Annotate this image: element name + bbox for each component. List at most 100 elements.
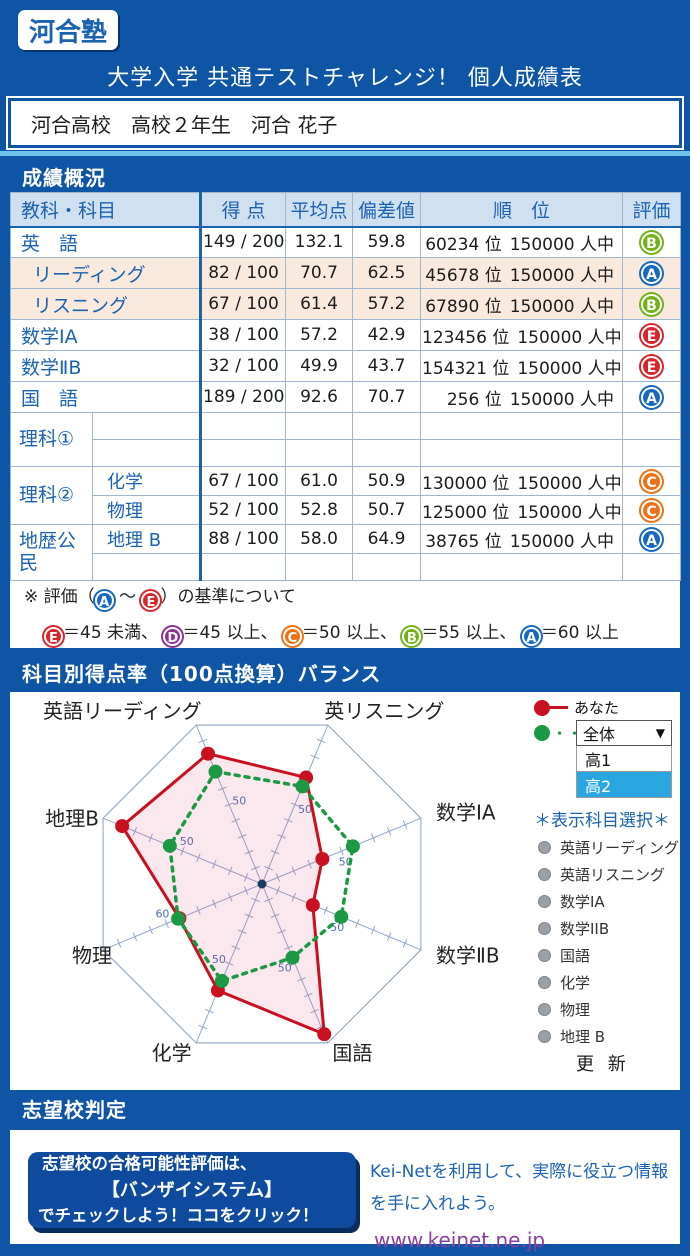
radar-axis-label: 国語 (332, 1041, 372, 1065)
student-info-bar: 河合高校 高校２年生 河合 花子 (6, 96, 684, 150)
subject-radio-化学[interactable]: 化学 (538, 969, 679, 996)
rank-cell (420, 412, 624, 440)
grade-badge-A: A (641, 262, 663, 284)
table-row (11, 439, 682, 467)
grade-badge-A: A (521, 627, 541, 646)
average-cell (285, 412, 354, 440)
subject-radio-英語リーディング[interactable]: 英語リーディング (538, 834, 679, 861)
average-cell (285, 553, 354, 581)
col-subject: 教科・科目 (9, 192, 203, 228)
col-average: 平均点 (285, 192, 354, 228)
score-cell: 38 / 100 (200, 319, 287, 351)
score-cell: 67 / 100 (200, 288, 287, 320)
deviation-cell: 59.8 (352, 226, 422, 258)
grade-criteria-line: E ＝45 未満、 D ＝45 以上、 C ＝50 以上、 B ＝55 以上、 A ＝60… (44, 618, 619, 646)
promo-line2: を手に入れよう。 (370, 1194, 505, 1215)
score-cell: 88 / 100 (200, 524, 287, 554)
subject-radio-物理[interactable]: 物理 (538, 996, 679, 1023)
radar-axis-label: 物理 (72, 943, 112, 967)
deviation-cell: 62.5 (352, 257, 422, 289)
subject-cell: 数学ⅡB (9, 350, 203, 382)
subject-cell: 化学 (91, 466, 203, 496)
rank-cell: 154321 位 150000 人中 (420, 350, 624, 382)
you-line-icon (546, 706, 568, 709)
deviation-cell (352, 412, 422, 440)
average-cell: 57.2 (285, 319, 354, 351)
rank-cell: 130000 位 150000 人中 (420, 466, 624, 496)
grade-badge-A: A (641, 528, 663, 550)
update-button[interactable]: 更 新 (576, 1054, 630, 1075)
rank-cell (420, 553, 624, 581)
subject-radio-数学IA[interactable]: 数学IA (538, 888, 679, 915)
subject-cell: 数学ⅠA (9, 319, 203, 351)
subject-radio-数学IIB[interactable]: 数学IIB (538, 915, 679, 942)
overall-dropdown-value: 全体 (583, 725, 616, 744)
deviation-cell: 50.7 (352, 495, 422, 525)
criteria-text: ＝55 以上、 (421, 623, 517, 643)
svg-text:50: 50 (232, 794, 246, 807)
col-score: 得 点 (200, 192, 287, 228)
table-row (11, 553, 682, 581)
rank-cell: 67890 位 150000 人中 (420, 288, 624, 320)
radio-icon (538, 895, 551, 908)
grade-badge-E: E (641, 324, 663, 346)
deviation-cell: 70.7 (352, 381, 422, 413)
subject-cell: 物理 (91, 495, 203, 525)
dropdown-option-高2[interactable]: 高2 (576, 772, 672, 798)
grade-cell: E (622, 319, 682, 351)
grade-badge-B: B (402, 627, 422, 646)
subject-radio-国語[interactable]: 国語 (538, 942, 679, 969)
deviation-cell: 50.9 (352, 466, 422, 496)
table-row: リーディング 82 / 100 70.7 62.5 45678 位 150000 … (9, 257, 682, 289)
radar-chart: 5050505050506050英語リーディング英リスニング数学ⅠA数学ⅡB国語… (43, 699, 500, 1065)
radio-icon (538, 976, 551, 989)
average-cell (285, 439, 354, 467)
radar-axis-label: 英リスニング (324, 699, 444, 723)
chart-panel: 5050505050506050英語リーディング英リスニング数学ⅠA数学ⅡB国語… (10, 692, 680, 1090)
criteria-text: ＝45 未満、 (63, 623, 159, 643)
grades-table: 教科・科目 得 点 平均点 偏差値 順 位 評価 英 語 149 / 200 1… (9, 192, 682, 581)
score-cell: 149 / 200 (200, 226, 287, 258)
legend-you: あなた (534, 697, 619, 718)
deviation-cell (352, 439, 422, 467)
svg-text:50: 50 (278, 962, 292, 975)
overall-dropdown[interactable]: 全体 ▼ (576, 720, 672, 746)
banzai-system-button[interactable]: 志望校の合格可能性評価は、 【バンザイシステム】 でチェックしよう！ココをクリッ… (28, 1152, 356, 1228)
deviation-cell: 42.9 (352, 319, 422, 351)
subject-cell: 英 語 (9, 226, 203, 258)
table-row: 理科② 化学 67 / 100 61.0 50.9 130000 位 150000 … (10, 466, 682, 525)
rank-cell: 38765 位 150000 人中 (420, 524, 624, 554)
deviation-cell: 64.9 (352, 524, 422, 554)
subject-cell (91, 412, 203, 440)
grade-badge-A: A (641, 386, 663, 408)
rank-cell: 45678 位 150000 人中 (420, 257, 624, 289)
rank-cell: 60234 位 150000 人中 (420, 226, 624, 258)
grade-badge-B: B (641, 293, 663, 315)
grade-cell: A (622, 381, 682, 413)
judgement-panel: 志望校の合格可能性評価は、 【バンザイシステム】 でチェックしよう！ココをクリッ… (10, 1130, 680, 1252)
dropdown-option-高1[interactable]: 高1 (576, 746, 672, 772)
table-row: 地歴公民 地理 B 88 / 100 58.0 64.9 38765 位 15000… (10, 524, 682, 581)
grade-cell: C (622, 466, 682, 496)
subject-radio-地理 B[interactable]: 地理 B (538, 1023, 679, 1050)
radar-axis-label: 数学ⅠA (436, 801, 496, 825)
table-row: 英 語 149 / 200 132.1 59.8 60234 位 150000 人… (9, 226, 682, 258)
group-cell: 理科① (10, 412, 93, 467)
svg-text:50: 50 (212, 953, 226, 966)
svg-text:50: 50 (298, 803, 312, 816)
radio-icon (538, 868, 551, 881)
keinet-link[interactable]: www.keinet.ne.jp (374, 1227, 546, 1252)
average-cell: 52.8 (285, 495, 354, 525)
table-row: 国 語 189 / 200 92.6 70.7 256 位 150000 人中 A (9, 381, 682, 413)
table-row: 数学ⅡB 32 / 100 49.9 43.7 154321 位 150000 人… (9, 350, 682, 382)
subject-radio-英語リスニング[interactable]: 英語リスニング (538, 861, 679, 888)
group-cell: 地歴公民 (10, 524, 93, 581)
average-cell: 61.4 (285, 288, 354, 320)
table-row: リスニング 67 / 100 61.4 57.2 67890 位 150000 人… (9, 288, 682, 320)
legend-overall: ・・ (534, 723, 585, 742)
col-rank: 順 位 (420, 192, 624, 228)
grade-cell (622, 412, 682, 440)
average-cell: 92.6 (285, 381, 354, 413)
grade-badge-A: A (94, 591, 114, 610)
